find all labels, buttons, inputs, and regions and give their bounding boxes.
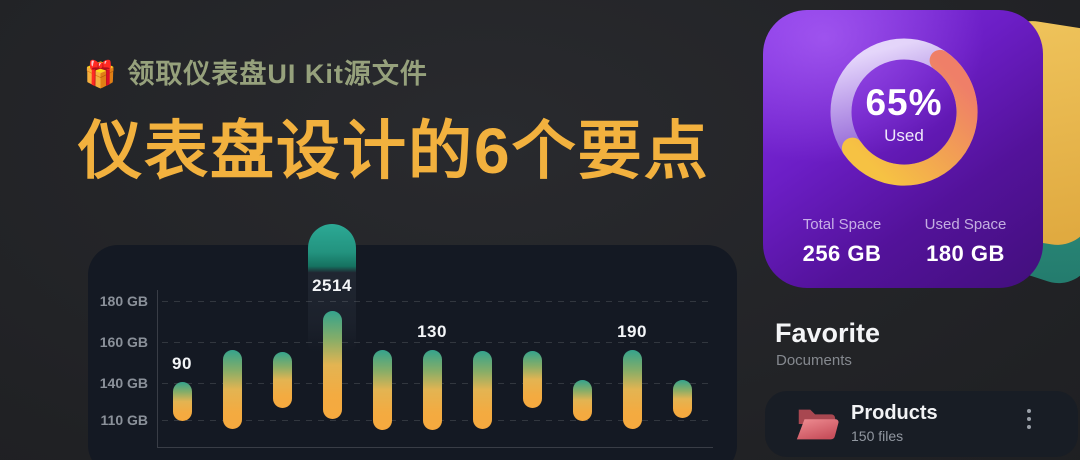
used-percent-caption: Used xyxy=(884,126,924,145)
storage-card: 65% Used Total Space 256 GB Used Space 1… xyxy=(763,10,1043,288)
open-folder-icon xyxy=(796,409,839,440)
list-item-meta: 150 files xyxy=(851,428,904,444)
gift-icon: 🎁 xyxy=(84,59,118,89)
total-space-value: 256 GB xyxy=(802,241,882,266)
kebab-menu-icon[interactable] xyxy=(1027,409,1031,433)
usage-donut-chart xyxy=(830,38,978,186)
promo-subtitle: 🎁 领取仪表盘UI Kit源文件 xyxy=(84,52,428,91)
used-space-label: Used Space xyxy=(924,216,1007,233)
total-space-stat: Total Space 256 GB xyxy=(785,216,899,267)
used-percent-value: 65% xyxy=(865,82,943,123)
favorite-subheading: Documents xyxy=(776,352,852,369)
promo-subtitle-label: 领取仪表盘UI Kit源文件 xyxy=(127,59,428,89)
total-space-label: Total Space xyxy=(802,216,882,233)
favorite-heading: Favorite xyxy=(775,318,881,348)
page-title: 仪表盘设计的6个要点 xyxy=(78,115,710,187)
donut-progress-arc xyxy=(841,49,978,186)
donut-center-text: 65% Used xyxy=(820,40,988,188)
list-item-products[interactable]: Products 150 files xyxy=(765,391,1078,457)
bar-chart-card xyxy=(88,245,737,460)
list-item-name: Products xyxy=(851,402,938,424)
used-space-value: 180 GB xyxy=(926,241,1005,266)
used-space-stat: Used Space 180 GB xyxy=(908,216,1023,267)
